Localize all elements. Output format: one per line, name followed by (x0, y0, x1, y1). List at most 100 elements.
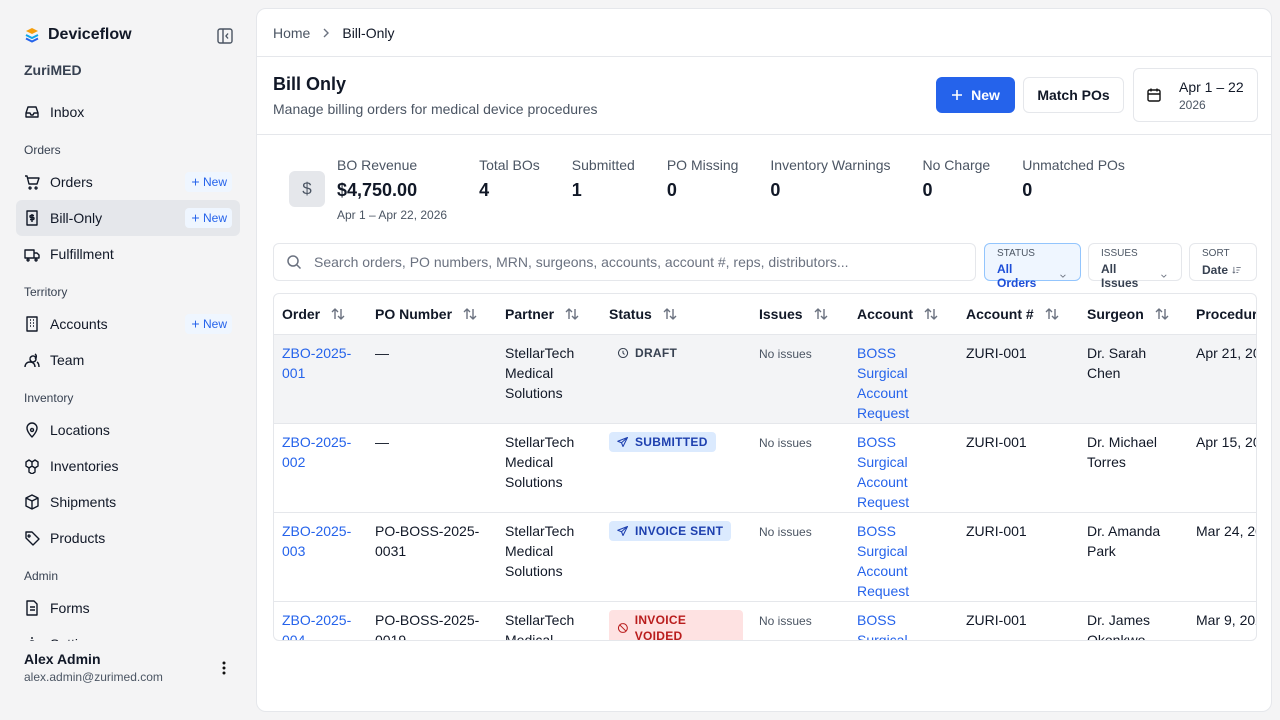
nav-item[interactable]: Locations (16, 412, 240, 448)
cell-link[interactable]: BOSS Surgical Account Request (857, 611, 908, 641)
column-header[interactable]: PO Number (367, 294, 497, 335)
nav-item[interactable]: Fulfillment (16, 236, 240, 272)
table-cell: ZBO-2025-001 (274, 334, 367, 424)
table-cell: StellarTech Medical Solutions (497, 512, 601, 602)
cell-text: Apr 15, 2026 (1196, 433, 1256, 450)
cell-link[interactable]: ZBO-2025-002 (282, 433, 352, 470)
nav-item[interactable]: Inventories (16, 448, 240, 484)
filter[interactable]: STATUS All Orders (984, 243, 1081, 290)
filter-value: Date (1202, 262, 1244, 278)
new-badge[interactable]: New (184, 172, 232, 192)
table-cell: Dr. James Okonkwo (1079, 601, 1188, 640)
date-picker[interactable]: Apr 1 – 22 2026 (1133, 68, 1258, 122)
cell-link[interactable]: ZBO-2025-001 (282, 344, 352, 381)
nav-item[interactable]: Settings (16, 626, 240, 641)
collapse-button[interactable] (217, 28, 233, 44)
table-cell: ZBO-2025-004 (274, 601, 367, 641)
brand[interactable]: Deviceflow (24, 26, 132, 44)
table-cell: ZURI-001 (958, 423, 1079, 513)
status-text: INVOICE SENT (635, 523, 724, 538)
table-cell: BOSS Surgical Account Request (849, 423, 958, 513)
column-header[interactable]: Surgeon (1079, 294, 1188, 335)
breadcrumb-link[interactable]: Home (273, 24, 311, 41)
cell-link[interactable]: ZBO-2025-003 (282, 522, 352, 559)
main: Home Bill-Only Bill Only Manage billing … (256, 8, 1272, 712)
column-header[interactable]: Order (274, 294, 367, 335)
new-badge[interactable]: New (184, 314, 232, 334)
table-cell: StellarTech Medical Solutions (497, 601, 601, 640)
column-label: Order (282, 305, 321, 322)
table-row[interactable]: ZBO-2025-002 — StellarTech Medical Solutio… (274, 423, 1256, 513)
table-row[interactable]: ZBO-2025-001 — StellarTech Medical Solutio… (274, 334, 1256, 424)
user-menu[interactable] (218, 660, 230, 676)
nav-label: Shipments (50, 494, 117, 510)
nav-item[interactable]: Shipments (16, 484, 240, 520)
new-button[interactable]: New (936, 77, 1015, 113)
separator (323, 28, 330, 37)
filter[interactable]: SORT Date (1189, 243, 1257, 281)
nav-item[interactable]: Inbox (16, 94, 240, 130)
match-button[interactable]: Match POs (1023, 77, 1124, 113)
column-header[interactable]: Procedure (1188, 294, 1256, 335)
cell-link[interactable]: BOSS Surgical Account Request (857, 433, 910, 510)
badge-label: New (202, 317, 227, 331)
cell-link[interactable]: ZBO-2025-004 (282, 611, 352, 641)
search-placeholder: Search orders, PO numbers, MRN, surgeons… (314, 254, 849, 270)
new-badge[interactable]: New (184, 208, 232, 228)
table-row[interactable]: ZBO-2025-003 PO-BOSS-2025-0031 StellarTech… (274, 512, 1256, 602)
filter[interactable]: ISSUES All Issues (1088, 243, 1182, 290)
cell-link[interactable]: BOSS Surgical Account Request (857, 344, 910, 421)
table-cell: DRAFT (601, 334, 751, 424)
date-range: Apr 1 – 22 (1179, 79, 1244, 95)
stat-value: 4 (479, 180, 490, 200)
cell-text: Dr. Sarah Chen (1087, 344, 1147, 381)
filter-label: SORT (1202, 248, 1230, 259)
breadcrumb-current: Bill-Only (342, 24, 395, 41)
table-cell: INVOICE SENT (601, 512, 751, 602)
column-label: Partner (505, 305, 555, 322)
table-row[interactable]: ZBO-2025-004 PO-BOSS-2025-0019 StellarTech… (274, 601, 1256, 641)
column-header[interactable]: Partner (497, 294, 601, 335)
table-cell: Mar 24, 2026 (1188, 512, 1256, 602)
cell-text: StellarTech Medical Solutions (505, 433, 575, 490)
stat: PO Missing 0 (667, 157, 739, 222)
search-box[interactable]: Search orders, PO numbers, MRN, surgeons… (273, 243, 976, 281)
page-subtitle: Manage billing orders for medical device… (273, 101, 598, 117)
button-label: Match POs (1037, 87, 1110, 103)
nav-item[interactable]: Team (16, 342, 240, 378)
column-header[interactable]: Issues (751, 294, 849, 335)
nav-item[interactable]: Orders New (16, 164, 240, 200)
icon (192, 178, 199, 186)
breadcrumb: Home Bill-Only (257, 9, 1271, 57)
stat-value: 0 (1022, 180, 1033, 200)
nav-item[interactable]: Forms (16, 590, 240, 626)
table-cell: ZURI-001 (958, 601, 1079, 640)
nav-label: Inventories (50, 458, 119, 474)
cell-link[interactable]: BOSS Surgical Account Request (857, 522, 910, 599)
status-badge: INVOICE VOIDED (609, 609, 743, 640)
table-cell: Dr. Amanda Park (1079, 512, 1188, 602)
cell-text: Mar 24, 2026 (1196, 522, 1256, 539)
table-cell: — (367, 423, 497, 513)
user-name: Alex Admin (24, 651, 101, 667)
filter-label: STATUS (997, 248, 1035, 259)
icon (1155, 308, 1169, 320)
user-email: alex.admin@zurimed.com (24, 670, 163, 684)
column-header[interactable]: Status (601, 294, 751, 335)
status-badge: SUBMITTED (609, 431, 716, 452)
nav-item[interactable]: Products (16, 520, 240, 556)
column-label: Account (857, 305, 913, 322)
stat-note: Apr 1 – Apr 22, 2026 (337, 208, 448, 222)
icon (617, 622, 628, 633)
column-header[interactable]: Account (849, 294, 958, 335)
nav-section: Inventory (24, 391, 74, 405)
icon (26, 316, 38, 332)
column-label: Account # (966, 305, 1034, 322)
table-cell: No issues (751, 601, 849, 640)
stat-value: 0 (922, 180, 933, 200)
nav-item[interactable]: Bill-Only New (16, 200, 240, 236)
brand-name: Deviceflow (48, 26, 132, 43)
column-header[interactable]: Account # (958, 294, 1079, 335)
nav-item[interactable]: Accounts New (16, 306, 240, 342)
header-inner: Order (282, 306, 346, 322)
